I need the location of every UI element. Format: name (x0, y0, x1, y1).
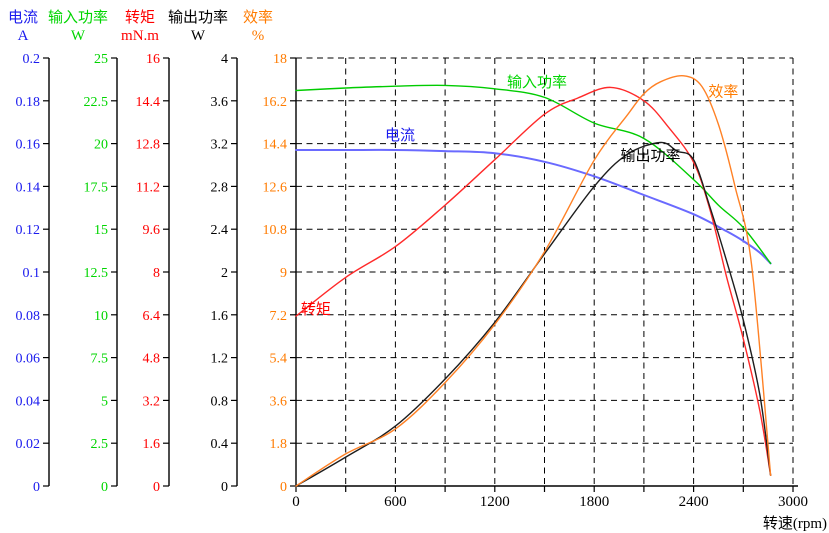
x-axis-tick-label: 1800 (579, 494, 609, 510)
y-axis-tick-label-current: 0.12 (16, 223, 41, 238)
y-axis-tick-label-output-power: 3.2 (211, 138, 229, 153)
x-axis-tick-label: 3000 (778, 494, 808, 510)
y-axis-tick-label-current: 0.2 (23, 52, 41, 67)
curve-label-input-power: 输入功率 (507, 74, 567, 91)
curve-label-output-power: 输出功率 (621, 147, 681, 164)
y-axis-tick-label-input-power: 22.5 (84, 95, 109, 110)
y-axis-tick-label-efficiency: 5.4 (270, 352, 288, 367)
x-axis-tick-label: 1200 (480, 494, 510, 510)
y-axis-tick-label-efficiency: 14.4 (263, 138, 288, 153)
x-axis-tick-label: 0 (292, 494, 300, 510)
y-axis-tick-label-input-power: 12.5 (84, 266, 109, 281)
y-axis-tick-label-output-power: 4 (221, 52, 228, 67)
y-axis-tick-label-input-power: 7.5 (91, 352, 109, 367)
y-axis-tick-label-efficiency: 0 (280, 480, 287, 495)
y-axis-tick-label-current: 0.08 (16, 309, 41, 324)
x-axis-title: 转速(rpm) (763, 515, 827, 532)
y-axis-tick-label-input-power: 5 (101, 394, 108, 409)
y-axis-tick-label-output-power: 1.6 (211, 309, 229, 324)
y-axis-tick-label-efficiency: 12.6 (263, 180, 288, 195)
y-axis-tick-label-output-power: 2.4 (211, 223, 229, 238)
y-axis-tick-label-current: 0.16 (16, 138, 41, 153)
y-axis-tick-label-output-power: 0.8 (211, 394, 229, 409)
axis-header-current: 电流 (8, 9, 38, 26)
y-axis-tick-label-input-power: 0 (101, 480, 108, 495)
y-axis-tick-label-output-power: 1.2 (211, 352, 229, 367)
y-axis-tick-label-efficiency: 18 (273, 52, 287, 67)
axis-unit-current: A (18, 28, 29, 44)
y-axis-tick-label-torque: 8 (153, 266, 160, 281)
curve-torque (295, 86, 772, 476)
y-axis-tick-label-efficiency: 3.6 (270, 394, 288, 409)
y-axis-tick-label-torque: 1.6 (143, 437, 161, 452)
y-axis-tick-label-efficiency: 7.2 (270, 309, 288, 324)
y-axis-tick-label-torque: 6.4 (143, 309, 161, 324)
axis-header-output-power: 输出功率 (168, 9, 228, 26)
x-axis-tick-label: 2400 (679, 494, 709, 510)
y-axis-tick-label-input-power: 15 (94, 223, 108, 238)
y-axis-tick-label-output-power: 0.4 (211, 437, 229, 452)
curve-label-torque: 转矩 (301, 301, 331, 318)
y-axis-tick-label-torque: 0 (153, 480, 160, 495)
axis-unit-output-power: W (191, 28, 206, 44)
y-axis-tick-label-efficiency: 10.8 (263, 223, 288, 238)
y-axis-tick-label-input-power: 17.5 (84, 180, 109, 195)
curve-output-power (295, 141, 772, 487)
y-axis-tick-label-output-power: 2 (221, 266, 228, 281)
curve-label-current: 电流 (385, 127, 415, 144)
y-axis-tick-label-torque: 12.8 (136, 138, 161, 153)
y-axis-tick-label-efficiency: 16.2 (263, 95, 288, 110)
y-axis-tick-label-current: 0.04 (16, 394, 41, 409)
y-axis-tick-label-current: 0.02 (16, 437, 41, 452)
curve-efficiency (295, 75, 772, 487)
axis-header-torque: 转矩 (125, 9, 155, 26)
y-axis-tick-label-output-power: 3.6 (211, 95, 229, 110)
curve-current (295, 148, 772, 265)
y-axis-tick-label-input-power: 25 (94, 52, 108, 67)
curve-label-efficiency: 效率 (708, 83, 738, 100)
axis-unit-input-power: W (71, 28, 86, 44)
axis-unit-efficiency: % (252, 28, 265, 44)
y-axis-tick-label-efficiency: 1.8 (270, 437, 288, 452)
axis-header-efficiency: 效率 (243, 9, 273, 26)
x-axis-tick-label: 600 (384, 494, 407, 510)
y-axis-tick-label-input-power: 2.5 (91, 437, 109, 452)
y-axis-tick-label-torque: 16 (146, 52, 160, 67)
y-axis-tick-label-torque: 9.6 (143, 223, 161, 238)
axis-unit-torque: mN.m (121, 28, 159, 44)
y-axis-tick-label-output-power: 2.8 (211, 180, 229, 195)
y-axis-tick-label-current: 0.14 (16, 180, 41, 195)
y-axis-tick-label-current: 0.18 (16, 95, 41, 110)
y-axis-tick-label-torque: 3.2 (143, 394, 161, 409)
axis-header-input-power: 输入功率 (48, 9, 108, 26)
y-axis-tick-label-torque: 4.8 (143, 352, 161, 367)
y-axis-tick-label-torque: 11.2 (136, 180, 160, 195)
y-axis-tick-label-current: 0 (33, 480, 40, 495)
y-axis-tick-label-input-power: 20 (94, 138, 108, 153)
y-axis-tick-label-output-power: 0 (221, 480, 228, 495)
y-axis-tick-label-current: 0.06 (16, 352, 41, 367)
y-axis-tick-label-input-power: 10 (94, 309, 108, 324)
y-axis-tick-label-current: 0.1 (23, 266, 41, 281)
curve-input-power (295, 84, 772, 265)
y-axis-tick-label-efficiency: 9 (280, 266, 287, 281)
y-axis-tick-label-torque: 14.4 (136, 95, 161, 110)
